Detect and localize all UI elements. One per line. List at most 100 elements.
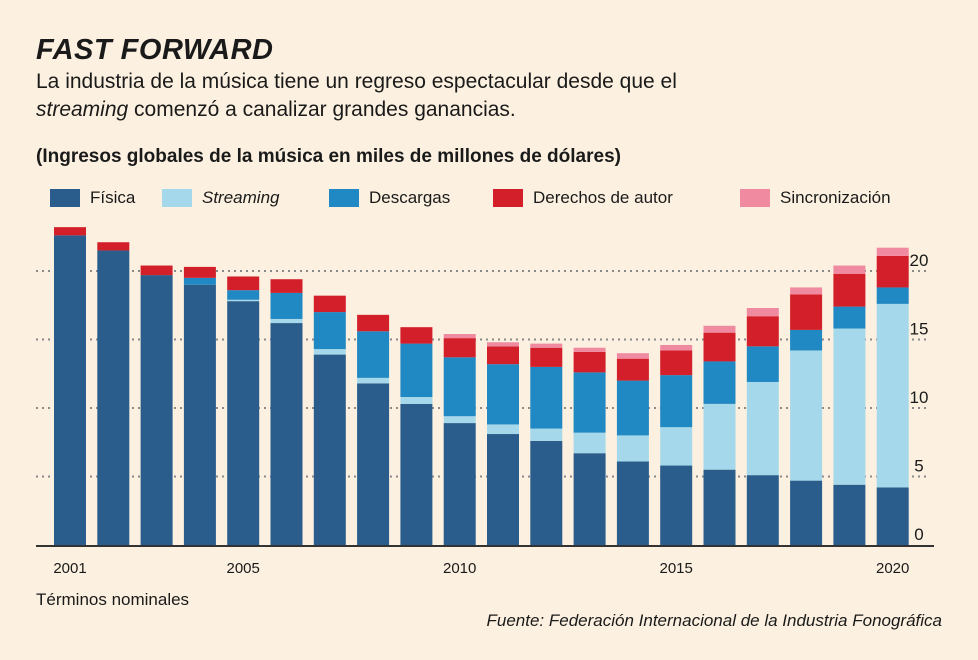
legend-label-streaming: Streaming [202,188,280,207]
bar-fisica-2015 [660,465,693,545]
chart-subtitle: La industria de la música tiene un regre… [36,68,696,124]
legend-item-sincronizacion: Sincronización [740,184,891,212]
bar-fisica-2012 [530,440,563,545]
bar-fisica-2007 [313,354,346,545]
bar-sincronizacion-2015 [660,344,693,351]
bar-descargas-2014 [616,380,649,436]
bar-derechos-de-autor-2005 [227,276,260,291]
bar-derechos-de-autor-2013 [573,351,606,373]
bar-derechos-de-autor-2014 [616,358,649,381]
bar-derechos-de-autor-2001 [54,227,86,236]
legend-swatch-derechos [493,189,523,207]
bar-fisica-2011 [487,434,519,545]
bar-streaming-2006 [270,318,303,324]
bar-derechos-de-autor-2020 [876,255,909,288]
legend-label-descargas: Descargas [369,188,451,207]
bar-fisica-2002 [97,250,130,545]
y-tick-label-15: 15 [910,320,929,339]
bar-sincronizacion-2016 [703,325,736,333]
bar-derechos-de-autor-2006 [270,279,303,293]
bar-sincronizacion-2019 [833,265,866,274]
legend-swatch-descargas [329,189,359,207]
bar-derechos-de-autor-2019 [833,273,866,307]
bar-streaming-2019 [833,328,866,485]
bar-derechos-de-autor-2009 [400,327,433,344]
legend-label-sincronizacion: Sincronización [780,188,891,207]
bar-descargas-2004 [183,277,216,285]
grid-lines [36,270,930,478]
bar-descargas-2005 [227,290,260,300]
bar-fisica-2003 [140,275,173,545]
bar-derechos-de-autor-2018 [790,294,823,330]
bar-fisica-2008 [357,383,390,545]
bar-streaming-2008 [357,377,390,384]
bar-descargas-2013 [573,372,606,433]
bar-fisica-2020 [876,487,909,545]
bar-fisica-2013 [573,453,606,545]
bar-derechos-de-autor-2008 [357,314,390,332]
bar-fisica-2010 [443,423,476,545]
source-note: Fuente: Federación Internacional de la I… [486,611,943,630]
chart-title: FAST FORWARD [36,34,274,66]
bar-sincronizacion-2011 [487,342,519,347]
bar-descargas-2017 [746,346,779,382]
bar-streaming-2009 [400,397,433,404]
y-tick-label-20: 20 [910,251,929,270]
bar-streaming-2016 [703,403,736,470]
subtitle-emphasis: streaming [36,98,129,121]
legend-item-fisica: Física [50,184,135,212]
bar-streaming-2015 [660,427,693,466]
bar-fisica-2009 [400,403,433,545]
bar-sincronizacion-2012 [530,343,563,348]
bar-fisica-2006 [270,323,303,545]
bar-streaming-2007 [313,349,346,355]
bar-derechos-de-autor-2002 [97,242,130,251]
subtitle-text-start: La industria de la música tiene un regre… [36,70,677,93]
legend-label-fisica: Física [90,188,136,207]
y-tick-label-5: 5 [914,457,923,476]
bar-descargas-2009 [400,343,433,398]
bar-sincronizacion-2013 [573,347,606,352]
bar-descargas-2016 [703,361,736,404]
chart-legend: Física Streaming Descargas Derechos de a… [0,184,978,212]
bar-descargas-2007 [313,312,346,350]
bar-streaming-2012 [530,428,563,441]
bar-derechos-de-autor-2016 [703,332,736,362]
bar-fisica-2019 [833,484,866,545]
subtitle-text-end: comenzó a canalizar grandes ganancias. [128,98,516,121]
bar-descargas-2006 [270,292,303,319]
bar-sincronizacion-2020 [876,247,909,256]
bar-sincronizacion-2018 [790,287,823,295]
bar-descargas-2020 [876,287,909,304]
legend-label-derechos: Derechos de autor [533,188,673,207]
bar-fisica-2004 [183,284,216,545]
bar-descargas-2012 [530,366,563,429]
bar-descargas-2018 [790,329,823,351]
bar-stacks [54,227,909,545]
bar-streaming-2011 [487,424,519,435]
bar-sincronizacion-2010 [443,334,476,339]
legend-item-descargas: Descargas [329,184,450,212]
bar-fisica-2018 [790,480,823,545]
bar-sincronizacion-2014 [616,353,649,359]
bar-derechos-de-autor-2004 [183,266,216,278]
terms-note: Términos nominales [36,590,190,609]
bar-derechos-de-autor-2012 [530,347,563,367]
x-tick-label-2001: 2001 [53,560,86,577]
bar-streaming-2014 [616,435,649,462]
bar-descargas-2008 [357,331,390,378]
bar-streaming-2018 [790,350,823,481]
bar-fisica-2017 [746,475,779,545]
bar-derechos-de-autor-2015 [660,350,693,376]
legend-item-streaming: Streaming [162,184,279,212]
bar-streaming-2013 [573,432,606,454]
x-tick-label-2010: 2010 [443,560,476,577]
bar-descargas-2019 [833,306,866,329]
legend-swatch-fisica [50,189,80,207]
y-tick-label-0: 0 [914,525,923,544]
bar-descargas-2011 [487,364,519,425]
bar-fisica-2016 [703,469,736,545]
x-tick-label-2015: 2015 [660,560,693,577]
bar-descargas-2015 [660,375,693,428]
